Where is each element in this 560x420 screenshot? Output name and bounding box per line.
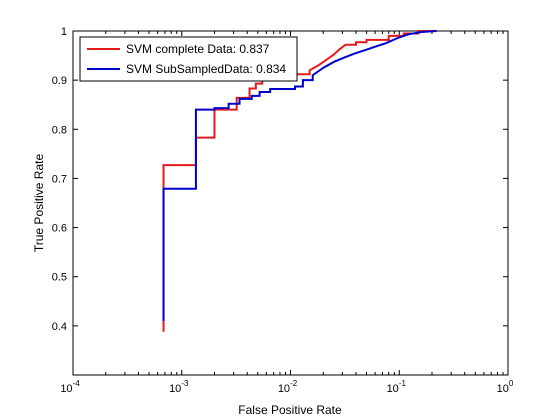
x-tick-label: 10-4 (60, 379, 80, 395)
x-tick-label-base: 10 (278, 383, 290, 395)
series-line-subsampled (162, 30, 437, 321)
plot-area (72, 30, 509, 376)
x-tick-label-exponent: -3 (181, 379, 189, 388)
y-tick-label: 1 (61, 26, 67, 38)
y-tick-label: 0.8 (52, 124, 67, 136)
x-tick-label: 10-3 (169, 379, 189, 395)
x-tick-label-exponent: -4 (73, 379, 81, 388)
y-tick-label: 0.7 (52, 173, 67, 185)
x-tick-label-exponent: -2 (290, 379, 298, 388)
legend-box (79, 36, 298, 82)
legend-label-complete: SVM complete Data: 0.837 (126, 42, 270, 56)
x-tick-label: 10-2 (278, 379, 298, 395)
y-tick-label: 0.4 (52, 321, 67, 333)
x-tick-label-exponent: 0 (509, 379, 514, 388)
y-tick-label: 0.9 (52, 75, 67, 87)
x-tick-label-base: 10 (169, 383, 181, 395)
x-tick-label-base: 10 (387, 383, 399, 395)
x-tick-label-base: 10 (497, 383, 509, 395)
legend-label-subsampled: SVM SubSampledData: 0.834 (126, 62, 286, 76)
x-tick-label: 10-1 (387, 379, 407, 395)
y-tick-label: 0.6 (52, 223, 67, 235)
x-tick-label-base: 10 (60, 383, 72, 395)
legend: SVM complete Data: 0.837 SVM SubSampledD… (79, 36, 298, 82)
x-tick-label: 100 (497, 379, 514, 395)
x-axis-title: False Positive Rate (238, 403, 342, 417)
x-tick-label-exponent: -1 (399, 379, 407, 388)
y-axis-title: True Positive Rate (32, 154, 46, 253)
y-tick-label: 0.5 (52, 272, 67, 284)
